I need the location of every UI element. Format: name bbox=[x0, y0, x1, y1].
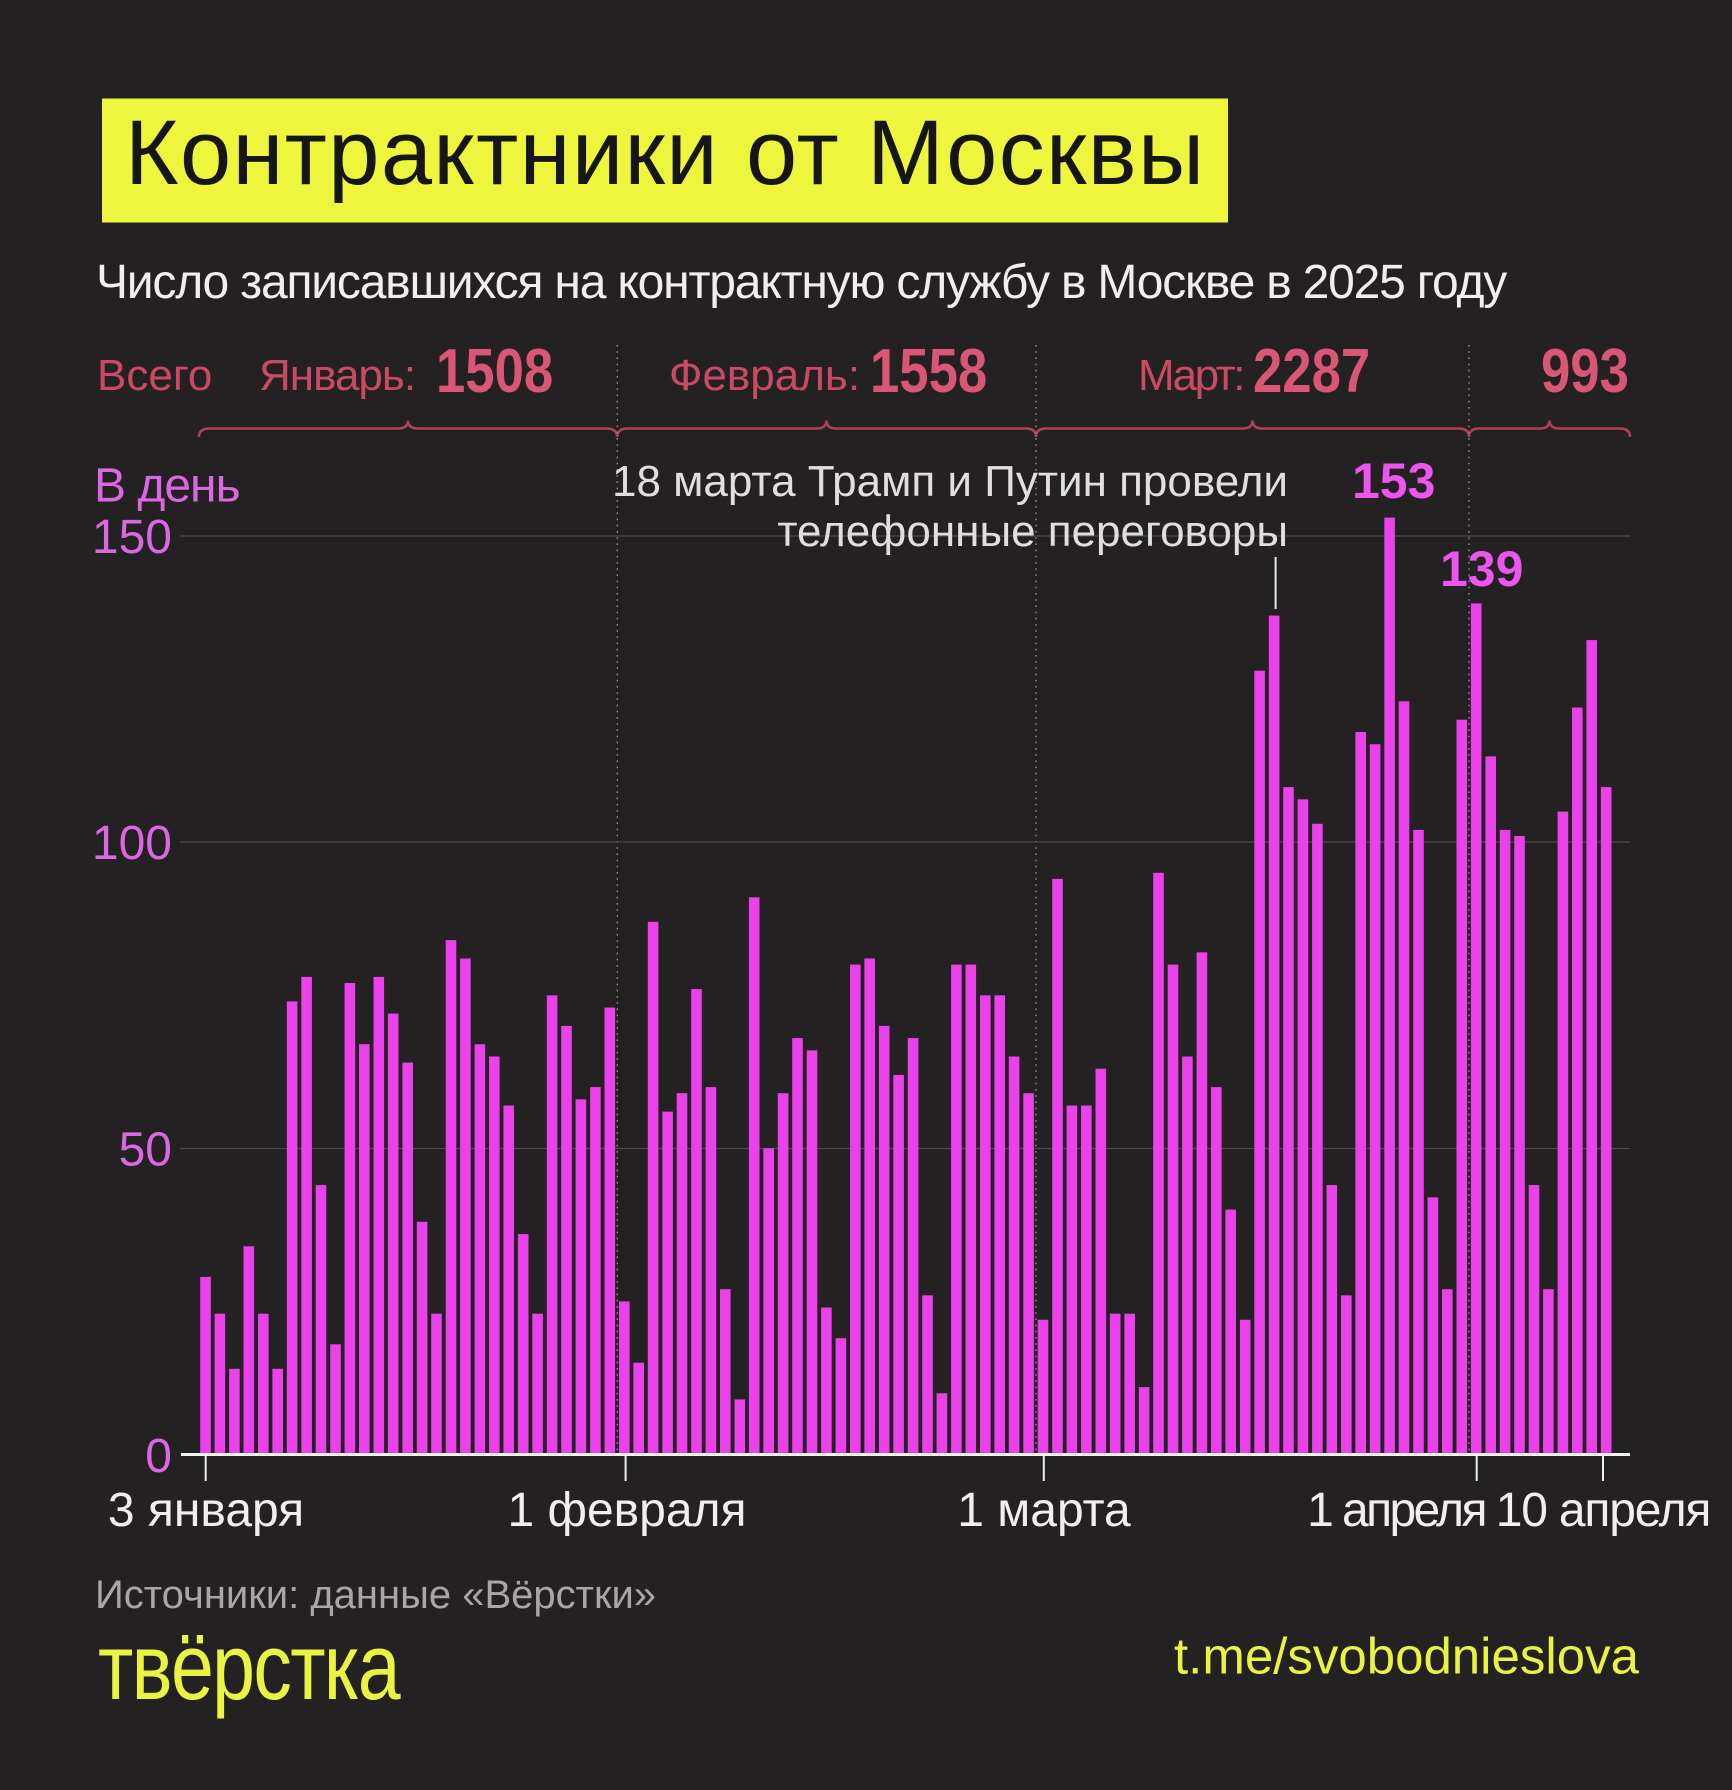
svg-text:100: 100 bbox=[92, 817, 172, 870]
svg-text:Число записавшихся на контракт: Число записавшихся на контрактную службу… bbox=[96, 256, 1507, 309]
svg-text:1508: 1508 bbox=[436, 337, 553, 406]
svg-text:В день: В день bbox=[94, 460, 240, 513]
svg-text:1 февраля: 1 февраля bbox=[507, 1484, 746, 1537]
svg-text:t.me/svobodnieslova: t.me/svobodnieslova bbox=[1174, 1628, 1640, 1685]
svg-text:18 марта Трамп и Путин провели: 18 марта Трамп и Путин провели bbox=[612, 457, 1288, 506]
svg-text:твёрстка: твёрстка bbox=[98, 1615, 401, 1720]
svg-text:Март:: Март: bbox=[1138, 351, 1243, 400]
svg-text:1558: 1558 bbox=[870, 337, 987, 406]
svg-text:Контрактники от Москвы: Контрактники от Москвы bbox=[125, 102, 1206, 204]
svg-text:1 марта: 1 марта bbox=[957, 1484, 1131, 1537]
svg-text:телефонные переговоры: телефонные переговоры bbox=[777, 507, 1288, 556]
svg-text:993: 993 bbox=[1541, 337, 1629, 406]
svg-text:Источники: данные «Вёрстки»: Источники: данные «Вёрстки» bbox=[95, 1573, 656, 1617]
svg-text:50: 50 bbox=[119, 1124, 172, 1177]
svg-text:10 апреля: 10 апреля bbox=[1496, 1484, 1710, 1537]
svg-text:139: 139 bbox=[1440, 541, 1523, 597]
svg-text:3 января: 3 января bbox=[108, 1484, 304, 1537]
svg-text:0: 0 bbox=[145, 1430, 172, 1483]
svg-text:Февраль:: Февраль: bbox=[669, 351, 860, 400]
svg-text:2287: 2287 bbox=[1253, 337, 1370, 406]
svg-text:Январь:: Январь: bbox=[259, 351, 415, 400]
svg-text:Всего: Всего bbox=[97, 351, 212, 400]
svg-text:150: 150 bbox=[92, 511, 172, 564]
svg-text:153: 153 bbox=[1352, 453, 1435, 509]
svg-text:1 апреля: 1 апреля bbox=[1307, 1484, 1485, 1537]
